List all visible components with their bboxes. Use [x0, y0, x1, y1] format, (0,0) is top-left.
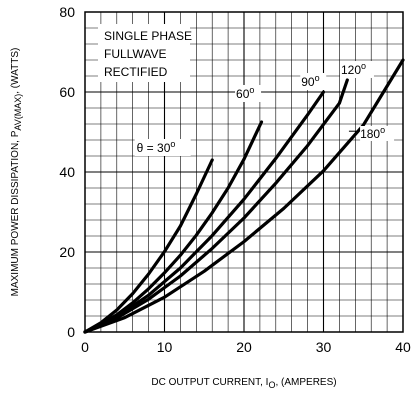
x-axis-title-main: DC OUTPUT CURRENT, I [151, 377, 268, 388]
y-tick-label: 0 [67, 324, 75, 340]
curves [83, 58, 405, 334]
label-background [235, 85, 262, 102]
series-label-degree: o [249, 85, 254, 95]
x-axis-title-suffix: , (AMPERES) [275, 377, 336, 388]
series-line [83, 90, 326, 334]
series-label-degree: o [361, 61, 366, 71]
series-label-degree: o [315, 73, 320, 83]
annotation: SINGLE PHASE FULLWAVE RECTIFIED [104, 29, 192, 79]
series-label: 90o [301, 73, 319, 89]
y-axis-title-suffix: , (WATTS) [10, 48, 21, 94]
series-label-degree: o [170, 139, 175, 149]
x-tick-label: 20 [236, 339, 252, 355]
y-tick-label: 40 [59, 164, 75, 180]
annotation-background [98, 24, 190, 82]
plot-frame [84, 11, 404, 333]
label-background [134, 139, 191, 156]
series-line [83, 78, 349, 334]
x-tick-label: 0 [81, 339, 89, 355]
series-label-text: 120 [341, 63, 361, 77]
y-tick-label: 60 [59, 84, 75, 100]
series-label-text: 90 [301, 75, 315, 89]
y-tick-label: 80 [59, 4, 75, 20]
series-label: 180o [360, 125, 385, 141]
series-label: θ = 30o [137, 139, 176, 155]
label-background [360, 126, 395, 141]
x-tick-label: 10 [157, 339, 173, 355]
y-axis-title-main: MAXIMUM POWER DISSIPATION, P [10, 130, 21, 296]
series-label-text: 60 [236, 87, 250, 101]
y-axis-title-sub: AV(MAX) [13, 94, 23, 131]
label-background [300, 73, 327, 90]
x-axis-title: DC OUTPUT CURRENT, IO, (AMPERES) [151, 377, 336, 390]
x-axis-title-sub: O [268, 380, 275, 390]
x-tick-label: 30 [316, 339, 332, 355]
series-label: 120o [341, 61, 366, 77]
y-axis-title: MAXIMUM POWER DISSIPATION, PAV(MAX), (WA… [10, 48, 23, 297]
y-tick-label: 20 [59, 244, 75, 260]
series-line [83, 58, 405, 334]
annotation-line: FULLWAVE [104, 47, 166, 61]
series-line [83, 158, 214, 334]
annotation-line: SINGLE PHASE [104, 29, 192, 43]
x-tick-label: 40 [395, 339, 411, 355]
series-label-text: θ = 30 [137, 141, 171, 155]
label-background [339, 61, 374, 78]
series-label-text: 180 [360, 127, 380, 141]
tick-labels: 0 10 20 30 40 0 20 40 60 80 [59, 4, 411, 355]
annotation-line: RECTIFIED [104, 65, 168, 79]
series-label-degree: o [380, 125, 385, 135]
series-label: 60o [236, 85, 254, 101]
